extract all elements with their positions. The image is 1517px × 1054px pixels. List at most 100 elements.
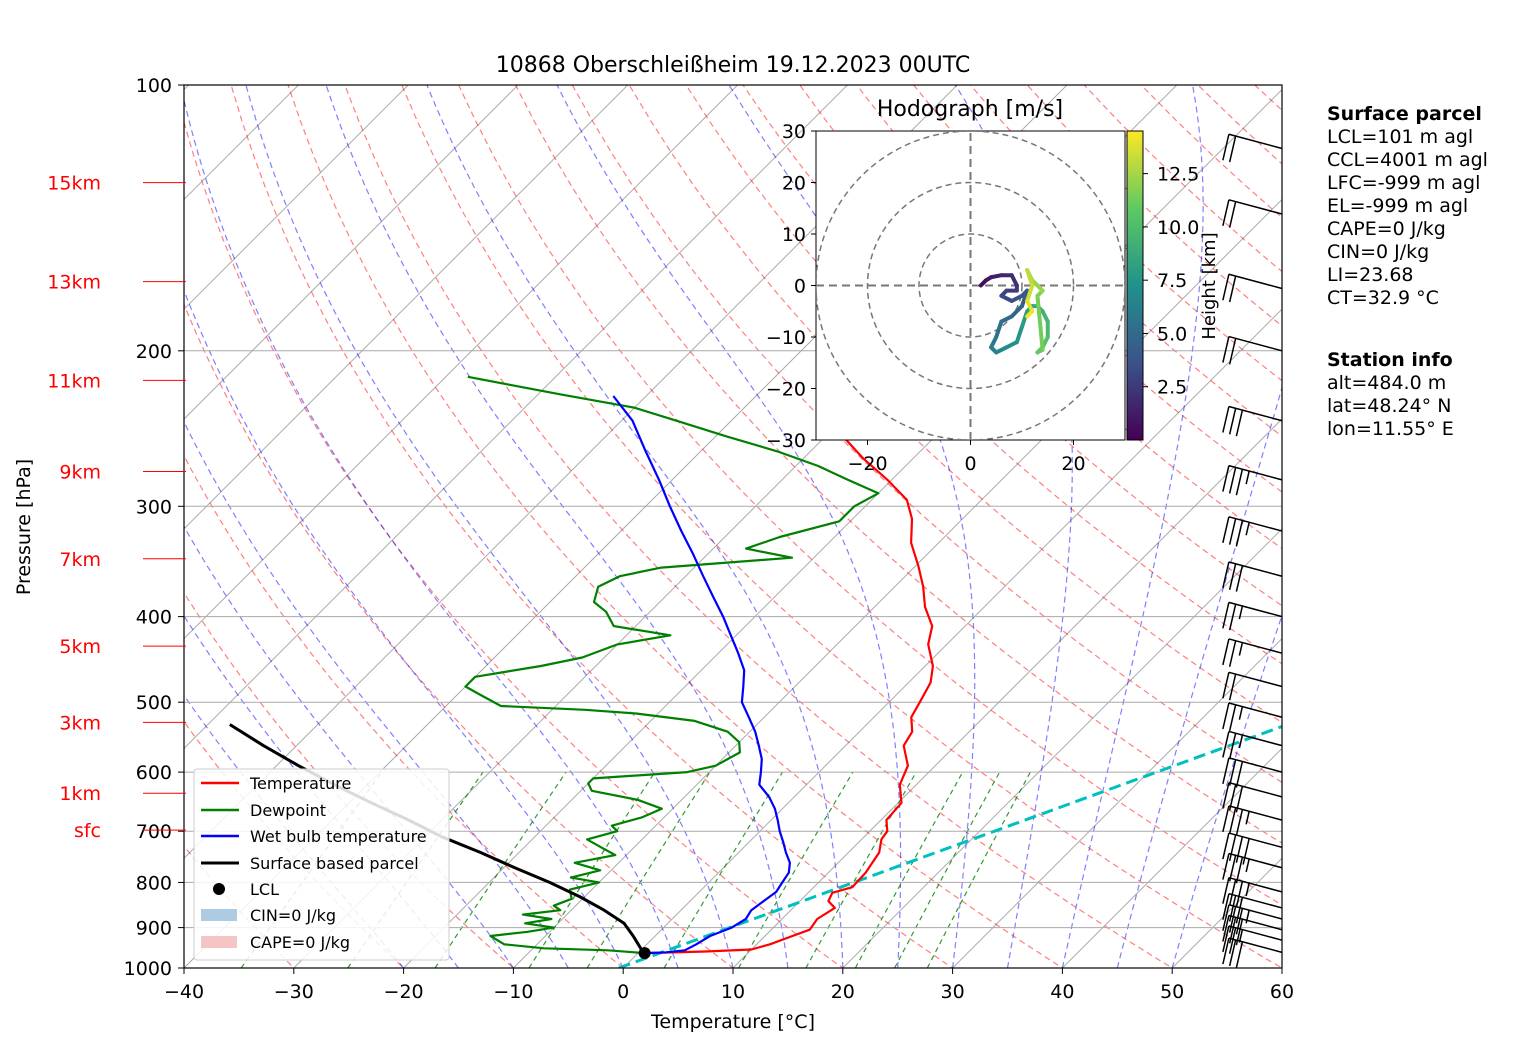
hodograph-segment bbox=[1030, 278, 1045, 293]
height-label: 1km bbox=[59, 783, 101, 805]
wind-barb bbox=[1222, 904, 1283, 935]
isotherm bbox=[184, 85, 519, 420]
dry-adiabat bbox=[571, 85, 1282, 784]
x-tick-label: 10 bbox=[721, 981, 745, 1003]
dry-adiabat bbox=[287, 85, 1064, 968]
legend-temperature: Temperature bbox=[249, 774, 351, 793]
mixing-ratio-line bbox=[894, 771, 1001, 968]
wind-barb bbox=[1222, 516, 1283, 547]
moist-adiabat bbox=[1171, 613, 1282, 968]
y-tick-label: 100 bbox=[136, 75, 172, 97]
hodograph-segment bbox=[1020, 288, 1030, 309]
wind-barb bbox=[1222, 638, 1283, 667]
dry-adiabat bbox=[230, 85, 954, 968]
moist-adiabat bbox=[245, 85, 734, 968]
moist-adiabats bbox=[184, 85, 1282, 968]
legend-wet-bulb: Wet bulb temperature bbox=[250, 827, 427, 846]
mixing-ratio-line bbox=[854, 771, 964, 968]
wind-barb bbox=[1222, 405, 1283, 437]
legend: Temperature Dewpoint Wet bulb temperatur… bbox=[193, 768, 450, 961]
station-longitude: lon=11.55° E bbox=[1327, 418, 1454, 440]
y-tick-label: 300 bbox=[136, 496, 172, 518]
hodograph-y-tick-label: 20 bbox=[782, 173, 806, 195]
colorbar-tick-label: 12.5 bbox=[1157, 164, 1199, 186]
x-tick-label: 40 bbox=[1050, 981, 1074, 1003]
colorbar-tick-label: 7.5 bbox=[1157, 270, 1187, 292]
height-label: 11km bbox=[47, 370, 101, 392]
wind-barb bbox=[1222, 133, 1283, 163]
wind-barb bbox=[1222, 757, 1283, 788]
mixing-ratio-line bbox=[586, 771, 711, 968]
y-tick-label: 700 bbox=[136, 821, 172, 843]
hodograph-segment bbox=[1014, 324, 1024, 345]
moist-adiabat bbox=[1116, 385, 1282, 968]
y-ticks: 100 200 300 400 500 600 700 800 900 1000 bbox=[124, 75, 184, 980]
hodograph-ring bbox=[918, 233, 1023, 338]
mixing-ratio-line bbox=[926, 771, 1031, 968]
hodograph-segment bbox=[1020, 309, 1030, 329]
x-tick-label: 30 bbox=[941, 981, 965, 1003]
isotherm bbox=[842, 528, 1282, 968]
hodograph-segment bbox=[1035, 293, 1045, 352]
hodograph-segment bbox=[994, 319, 1004, 339]
mixing-ratio-line bbox=[434, 771, 567, 968]
lcl-value: LCL=101 m agl bbox=[1327, 126, 1474, 148]
y-tick-label: 400 bbox=[136, 607, 172, 629]
x-tick-label: −30 bbox=[274, 981, 314, 1003]
cape-value: CAPE=0 J/kg bbox=[1327, 218, 1446, 240]
x-tick-label: −10 bbox=[493, 981, 533, 1003]
hodograph-y-tick-label: 0 bbox=[794, 276, 806, 298]
station-latitude: lat=48.24° N bbox=[1327, 395, 1452, 417]
y-tick-label: 800 bbox=[136, 872, 172, 894]
ct-value: CT=32.9 °C bbox=[1327, 287, 1439, 309]
el-value: EL=-999 m agl bbox=[1327, 195, 1469, 217]
legend-dewpoint: Dewpoint bbox=[250, 801, 326, 820]
hodograph-segment bbox=[1009, 304, 1024, 319]
isotherm bbox=[1061, 747, 1282, 968]
legend-cape: CAPE=0 J/kg bbox=[250, 933, 350, 952]
hodograph-segment bbox=[1025, 268, 1035, 288]
wind-barbs bbox=[1222, 133, 1283, 968]
y-tick-label: 1000 bbox=[124, 958, 172, 980]
moist-adiabat bbox=[556, 85, 902, 968]
y-tick-label: 600 bbox=[136, 762, 172, 784]
mixing-ratio-line bbox=[805, 771, 917, 968]
wind-barb bbox=[1222, 671, 1283, 701]
height-label: 5km bbox=[59, 636, 101, 658]
mixing-ratio-line bbox=[663, 771, 784, 968]
li-value: LI=23.68 bbox=[1327, 264, 1414, 286]
hodograph-y-tick-label: −30 bbox=[766, 430, 806, 452]
x-tick-label: 60 bbox=[1270, 981, 1294, 1003]
dewpoint-line bbox=[464, 375, 880, 955]
dry-adiabat bbox=[184, 454, 625, 968]
legend-lcl: LCL bbox=[250, 880, 279, 899]
wind-barb bbox=[1222, 702, 1283, 731]
hodograph-title: Hodograph [m/s] bbox=[877, 97, 1063, 122]
wind-barb bbox=[1222, 561, 1283, 592]
height-label: 7km bbox=[59, 549, 101, 571]
height-label: sfc bbox=[74, 820, 101, 842]
hodograph-y-tick-label: −10 bbox=[766, 327, 806, 349]
isotherm bbox=[184, 85, 849, 750]
x-tick-label: 0 bbox=[617, 981, 629, 1003]
hodograph-segment bbox=[1025, 309, 1035, 319]
hodograph-x-tick-label: 0 bbox=[964, 453, 976, 475]
hodograph-segment bbox=[1025, 283, 1035, 303]
wet-bulb-line bbox=[612, 395, 791, 955]
isotherm bbox=[512, 198, 1282, 968]
moist-adiabat bbox=[184, 288, 624, 968]
x-tick-label: 20 bbox=[831, 981, 855, 1003]
dry-adiabat bbox=[514, 85, 1282, 844]
height-label: 9km bbox=[59, 462, 101, 484]
hodograph-y-tick-label: −20 bbox=[766, 379, 806, 401]
wind-barb bbox=[1222, 730, 1283, 760]
wind-barb bbox=[1222, 464, 1283, 496]
wind-barb bbox=[1222, 199, 1283, 228]
colorbar-tick-label: 2.5 bbox=[1157, 377, 1187, 399]
y-axis-label: Pressure [hPa] bbox=[13, 459, 35, 595]
lfc-value: LFC=-999 m agl bbox=[1327, 172, 1481, 194]
hodograph-x-tick-label: 20 bbox=[1061, 453, 1085, 475]
y-tick-label: 200 bbox=[136, 341, 172, 363]
hodograph-y-tick-label: 30 bbox=[782, 121, 806, 143]
